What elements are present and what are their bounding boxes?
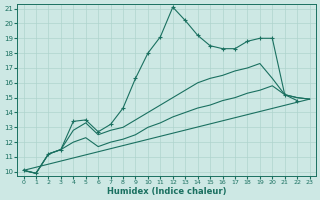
- X-axis label: Humidex (Indice chaleur): Humidex (Indice chaleur): [107, 187, 226, 196]
